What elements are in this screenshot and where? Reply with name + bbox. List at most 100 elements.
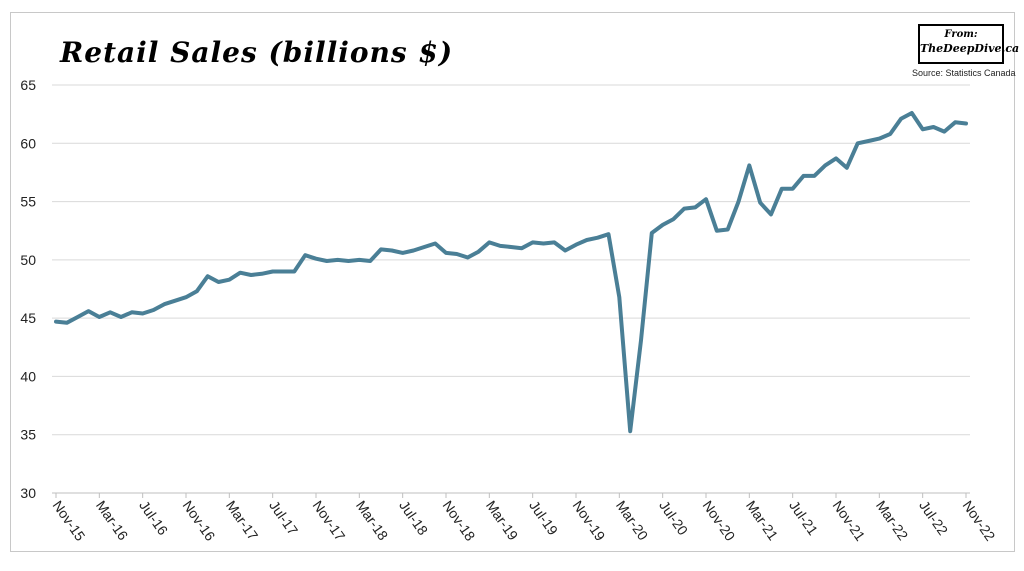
data-point (824, 164, 826, 166)
data-point (456, 253, 458, 255)
x-tick-label: Nov-21 (830, 498, 869, 544)
data-point (488, 241, 490, 243)
y-tick-label: 35 (20, 427, 36, 443)
data-point (77, 316, 79, 318)
data-point (304, 254, 306, 256)
chart-title: Retail Sales (billions $) (60, 36, 454, 69)
x-tick-label: Nov-22 (960, 498, 999, 544)
x-tick-label: Nov-16 (180, 498, 219, 544)
data-point (922, 128, 924, 130)
data-point (153, 309, 154, 311)
y-tick-label: 45 (20, 310, 36, 326)
x-tick-label: Nov-17 (310, 498, 349, 544)
data-point (878, 138, 880, 140)
data-point (716, 230, 718, 232)
data-point (586, 239, 588, 241)
data-point (835, 157, 837, 159)
data-point (608, 233, 609, 235)
data-point (55, 321, 57, 323)
data-point (88, 310, 89, 312)
data-point (109, 311, 111, 313)
data-point (813, 175, 815, 177)
y-tick-label: 50 (20, 252, 36, 268)
data-point (532, 241, 534, 243)
data-point (413, 250, 414, 252)
data-point (933, 126, 934, 128)
data-point (857, 142, 859, 144)
badge-from-label: From: (944, 29, 978, 40)
data-point (705, 198, 707, 200)
data-point (651, 232, 653, 234)
data-point (402, 252, 404, 254)
data-point (759, 202, 761, 204)
data-point (261, 273, 263, 275)
brand-badge: From: TheDeepDive.ca (918, 24, 1020, 64)
x-tick-label: Nov-18 (440, 498, 479, 544)
x-tick-label: Mar-19 (483, 498, 522, 544)
data-point (694, 206, 696, 208)
data-point (662, 224, 664, 226)
data-point (131, 311, 133, 313)
data-point (748, 164, 750, 166)
data-point (868, 140, 869, 142)
data-point (673, 218, 674, 220)
y-tick-label: 55 (20, 194, 36, 210)
series-line (54, 111, 968, 434)
data-point (467, 257, 469, 259)
x-axis: Nov-15 Mar-16 Jul-16 Nov-16 Mar-17 Jul-17 Nov-… (50, 492, 999, 544)
data-point (792, 188, 794, 190)
grid-lines (52, 84, 970, 436)
chart-frame (10, 12, 1015, 552)
x-tick-label: Jul-19 (526, 498, 561, 539)
data-point (889, 133, 891, 135)
data-point (911, 112, 913, 114)
data-point (954, 121, 956, 123)
series-group (54, 111, 968, 434)
x-tick-label: Nov-20 (700, 498, 739, 544)
data-point (510, 246, 512, 248)
data-point (207, 275, 209, 277)
data-point (900, 118, 902, 120)
data-point (326, 260, 328, 262)
data-point (478, 251, 479, 253)
source-note: Source: Statistics Canada (912, 68, 1016, 78)
x-tick-label: Mar-22 (873, 498, 912, 544)
badge-site-label: TheDeepDive.ca (920, 42, 1020, 55)
data-point (120, 316, 122, 318)
y-tick-label: 60 (20, 135, 36, 151)
x-tick-label: Mar-20 (613, 498, 652, 544)
data-point (348, 260, 349, 262)
x-tick-label: Mar-17 (223, 498, 262, 544)
data-point (543, 243, 544, 245)
data-point (283, 271, 284, 273)
data-point (391, 250, 393, 252)
x-tick-label: Jul-21 (786, 498, 821, 539)
x-tick-label: Mar-16 (93, 498, 132, 544)
x-tick-label: Jul-22 (916, 498, 951, 539)
data-point (738, 201, 739, 203)
x-tick-label: Jul-17 (266, 498, 301, 539)
data-point (965, 122, 967, 124)
data-point (445, 252, 447, 254)
data-point (228, 279, 230, 281)
data-point (943, 131, 945, 133)
data-point (66, 322, 68, 324)
data-point (239, 272, 241, 274)
data-point (250, 274, 252, 276)
data-point (521, 247, 523, 249)
data-point (423, 246, 425, 248)
data-point (315, 258, 317, 260)
data-point (770, 213, 772, 215)
y-tick-label: 40 (20, 368, 36, 384)
data-point (337, 259, 339, 261)
data-point (781, 188, 783, 190)
data-point (185, 296, 187, 298)
data-point (293, 271, 295, 273)
x-tick-label: Mar-21 (743, 498, 782, 544)
data-point (575, 244, 577, 246)
data-point (683, 208, 685, 210)
data-point (629, 430, 631, 432)
data-point (142, 312, 144, 314)
data-point (803, 175, 804, 177)
